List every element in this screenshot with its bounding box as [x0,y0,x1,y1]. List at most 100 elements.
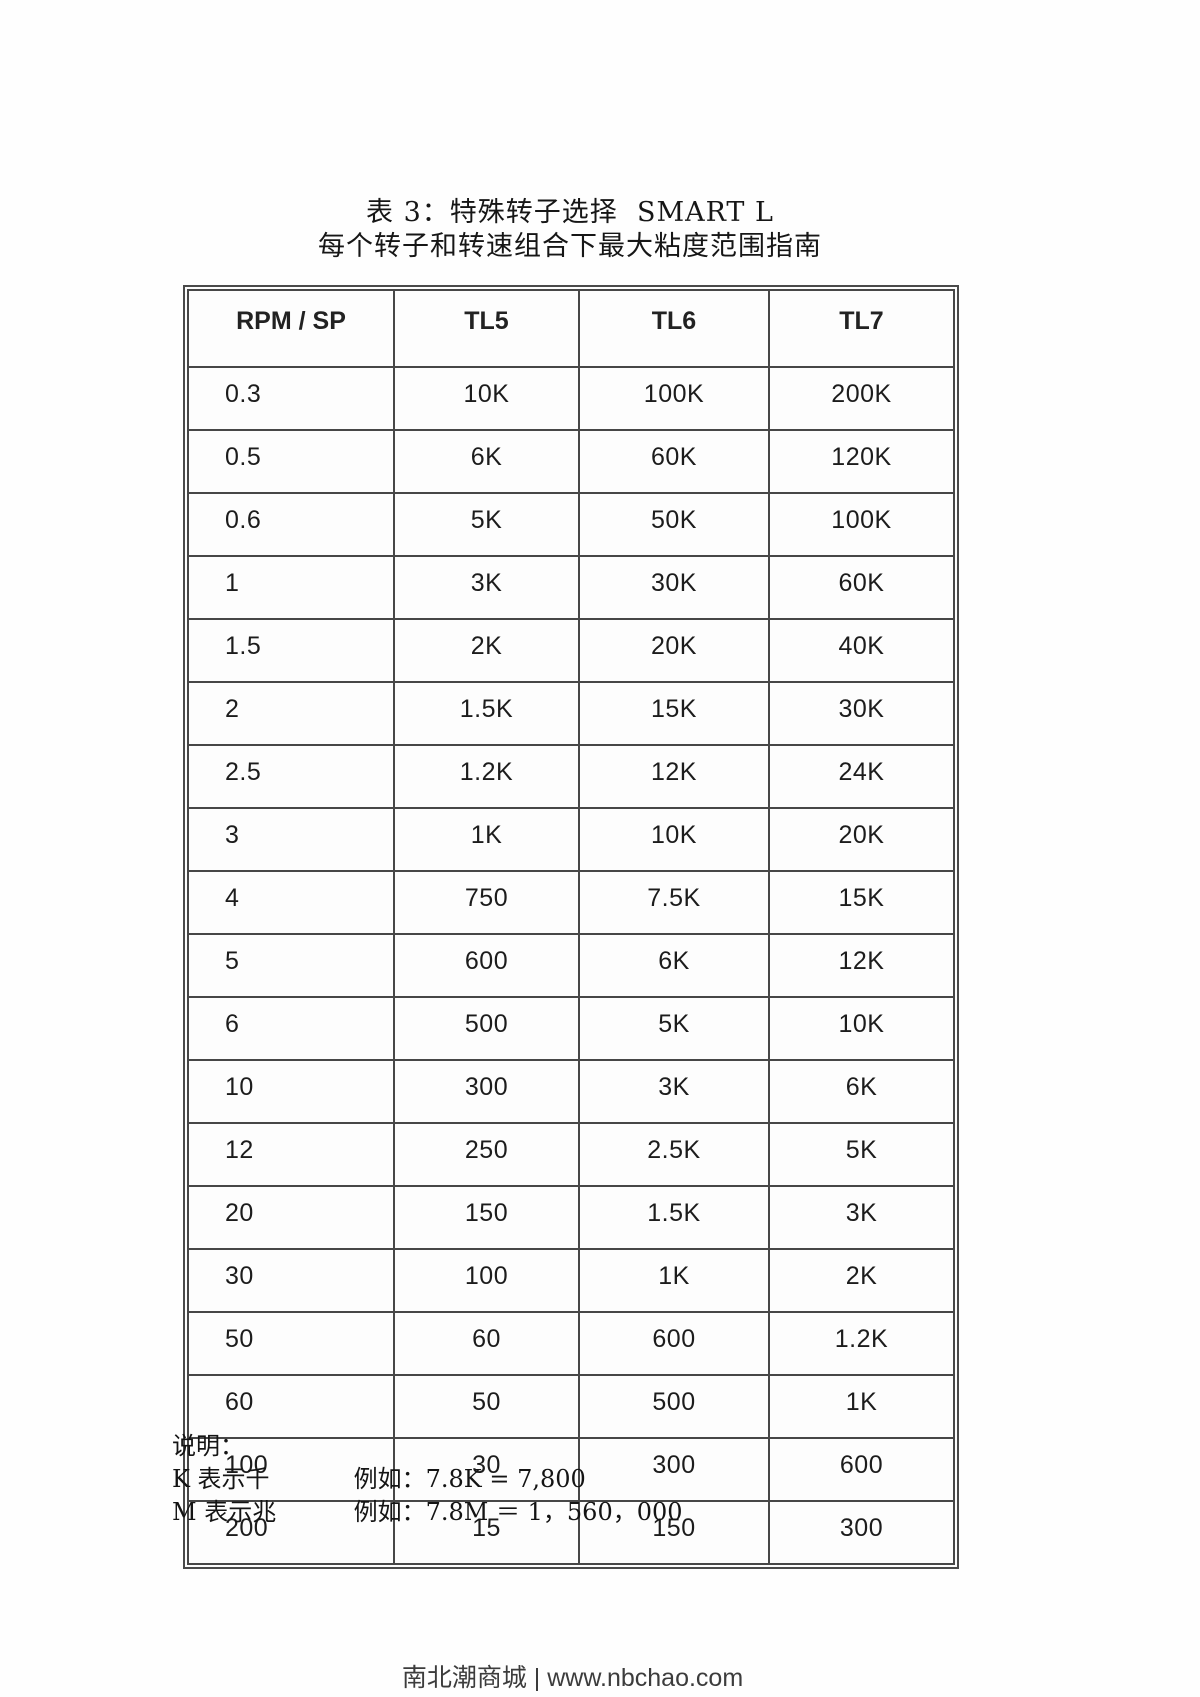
rpm-cell: 1 [187,555,395,620]
rpm-cell: 3 [187,807,395,872]
tl7-cell: 5K [768,1122,955,1187]
tl6-cell: 15K [578,681,770,746]
note-line-m: M 表示兆 例如：7.8M ＝ 1，560，000 [172,1496,683,1529]
table-row: 6 500 5K 10K [187,996,955,1061]
note-line-k: K 表示千 例如：7.8K = 7,800 [172,1463,683,1496]
tl6-cell: 20K [578,618,770,683]
tl5-cell: 600 [393,933,580,998]
tl7-cell: 300 [768,1500,955,1565]
table-row: 1 3K 30K 60K [187,555,955,620]
rpm-cell: 200 [187,1500,395,1565]
tl5-cell: 300 [393,1059,580,1124]
tl6-cell: 150 [578,1500,770,1565]
rotor-table-frame: RPM / SP TL5 TL6 TL7 0.3 10K 100K 200K 0… [183,285,959,1569]
site-footer: 南北潮商城 | www.nbchao.com [0,1658,1145,1694]
tl5-cell: 2K [393,618,580,683]
tl5-cell: 1K [393,807,580,872]
rpm-cell: 10 [187,1059,395,1124]
table-row: 12 250 2.5K 5K [187,1122,955,1187]
tl7-cell: 24K [768,744,955,809]
header-tl5: TL5 [393,289,580,368]
tl5-cell: 10K [393,366,580,431]
rpm-cell: 50 [187,1311,395,1376]
tl5-cell: 750 [393,870,580,935]
tl5-cell: 60 [393,1311,580,1376]
tl6-cell: 50K [578,492,770,557]
tl7-cell: 12K [768,933,955,998]
tl6-cell: 1.5K [578,1185,770,1250]
tl6-cell: 10K [578,807,770,872]
tl7-cell: 200K [768,366,955,431]
tl7-cell: 1.2K [768,1311,955,1376]
tl5-cell: 3K [393,555,580,620]
tl6-cell: 12K [578,744,770,809]
tl7-cell: 2K [768,1248,955,1313]
table-row: 200 15 150 300 [187,1500,955,1565]
header-tl7: TL7 [768,289,955,368]
tl5-cell: 1.5K [393,681,580,746]
rpm-cell: 20 [187,1185,395,1250]
table-row: 10 300 3K 6K [187,1059,955,1124]
tl5-cell: 6K [393,429,580,494]
tl7-cell: 40K [768,618,955,683]
tl7-cell: 30K [768,681,955,746]
note-example-m: 例如：7.8M ＝ 1，560，000 [353,1498,683,1526]
tl5-cell: 50 [393,1374,580,1439]
tl6-cell: 30K [578,555,770,620]
rpm-cell: 0.3 [187,366,395,431]
tl7-cell: 20K [768,807,955,872]
table-row: 100 30 300 600 [187,1437,955,1502]
note-term-m: M 表示兆 [172,1498,277,1526]
tl7-cell: 10K [768,996,955,1061]
rpm-cell: 2.5 [187,744,395,809]
header-tl6: TL6 [578,289,770,368]
tl7-cell: 60K [768,555,955,620]
tl6-cell: 100K [578,366,770,431]
tl6-cell: 6K [578,933,770,998]
tl5-cell: 500 [393,996,580,1061]
tl6-cell: 5K [578,996,770,1061]
header-rpm-sp: RPM / SP [187,289,395,368]
tl7-cell: 120K [768,429,955,494]
table-row: 1.5 2K 20K 40K [187,618,955,683]
tl6-cell: 3K [578,1059,770,1124]
tl5-cell: 15 [393,1500,580,1565]
rpm-cell: 2 [187,681,395,746]
rpm-cell: 0.5 [187,429,395,494]
table-row: 2 1.5K 15K 30K [187,681,955,746]
table-header-row: RPM / SP TL5 TL6 TL7 [187,289,955,368]
tl5-cell: 30 [393,1437,580,1502]
table-row: 2.5 1.2K 12K 24K [187,744,955,809]
rpm-cell: 60 [187,1374,395,1439]
tl6-cell: 600 [578,1311,770,1376]
table-subtitle: 每个转子和转速组合下最大粘度范围指南 [318,231,822,262]
rotor-viscosity-table: RPM / SP TL5 TL6 TL7 0.3 10K 100K 200K 0… [187,289,955,1565]
title-block: 表 3：特殊转子选择 SMART L 每个转子和转速组合下最大粘度范围指南 [185,196,955,263]
footer-text: 南北潮商城 | www.nbchao.com [401,1664,744,1692]
table-row: 3 1K 10K 20K [187,807,955,872]
rpm-cell: 6 [187,996,395,1061]
rpm-cell: 100 [187,1437,395,1502]
tl5-cell: 100 [393,1248,580,1313]
table-row: 0.6 5K 50K 100K [187,492,955,557]
notes-section: 说明： K 表示千 例如：7.8K = 7,800 M 表示兆 例如：7.8M … [172,1430,683,1529]
rpm-cell: 0.6 [187,492,395,557]
tl5-cell: 150 [393,1185,580,1250]
rpm-cell: 30 [187,1248,395,1313]
table-row: 20 150 1.5K 3K [187,1185,955,1250]
rpm-cell: 5 [187,933,395,998]
table-row: 60 50 500 1K [187,1374,955,1439]
tl6-cell: 300 [578,1437,770,1502]
tl7-cell: 1K [768,1374,955,1439]
tl5-cell: 1.2K [393,744,580,809]
table-row: 0.5 6K 60K 120K [187,429,955,494]
rpm-cell: 4 [187,870,395,935]
tl6-cell: 60K [578,429,770,494]
table-title: 表 3：特殊转子选择 SMART L [366,197,774,228]
table-row: 50 60 600 1.2K [187,1311,955,1376]
table-row: 5 600 6K 12K [187,933,955,998]
tl6-cell: 2.5K [578,1122,770,1187]
table-row: 0.3 10K 100K 200K [187,366,955,431]
tl6-cell: 500 [578,1374,770,1439]
